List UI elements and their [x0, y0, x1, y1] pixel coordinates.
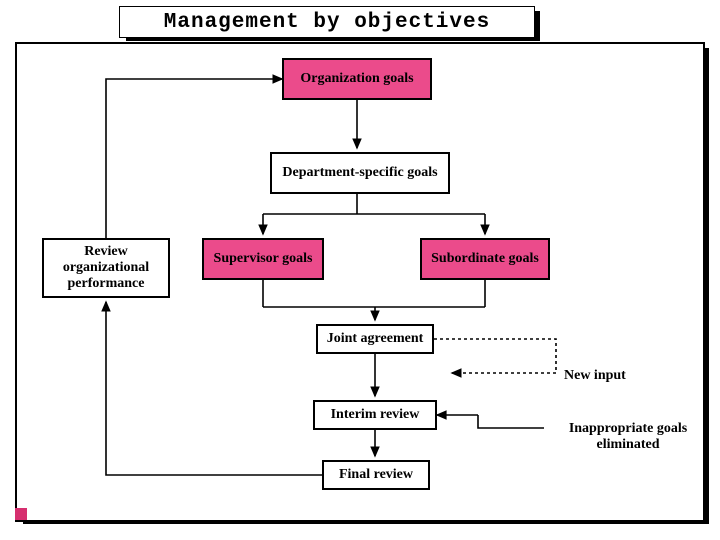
node-department-goals: Department-specific goals: [270, 152, 450, 194]
label-inappropriate-goals: Inappropriate goals eliminated: [548, 421, 708, 453]
diagram-canvas: Management by objectives Organization go…: [0, 0, 720, 540]
label-new-input: New input: [564, 368, 626, 384]
accent-stub: [15, 508, 27, 520]
node-joint-agreement: Joint agreement: [316, 324, 434, 354]
diagram-title: Management by objectives: [119, 6, 535, 38]
node-review-performance: Review organizational performance: [42, 238, 170, 298]
node-subordinate-goals: Subordinate goals: [420, 238, 550, 280]
node-final-review: Final review: [322, 460, 430, 490]
node-interim-review: Interim review: [313, 400, 437, 430]
node-organization-goals: Organization goals: [282, 58, 432, 100]
node-supervisor-goals: Supervisor goals: [202, 238, 324, 280]
